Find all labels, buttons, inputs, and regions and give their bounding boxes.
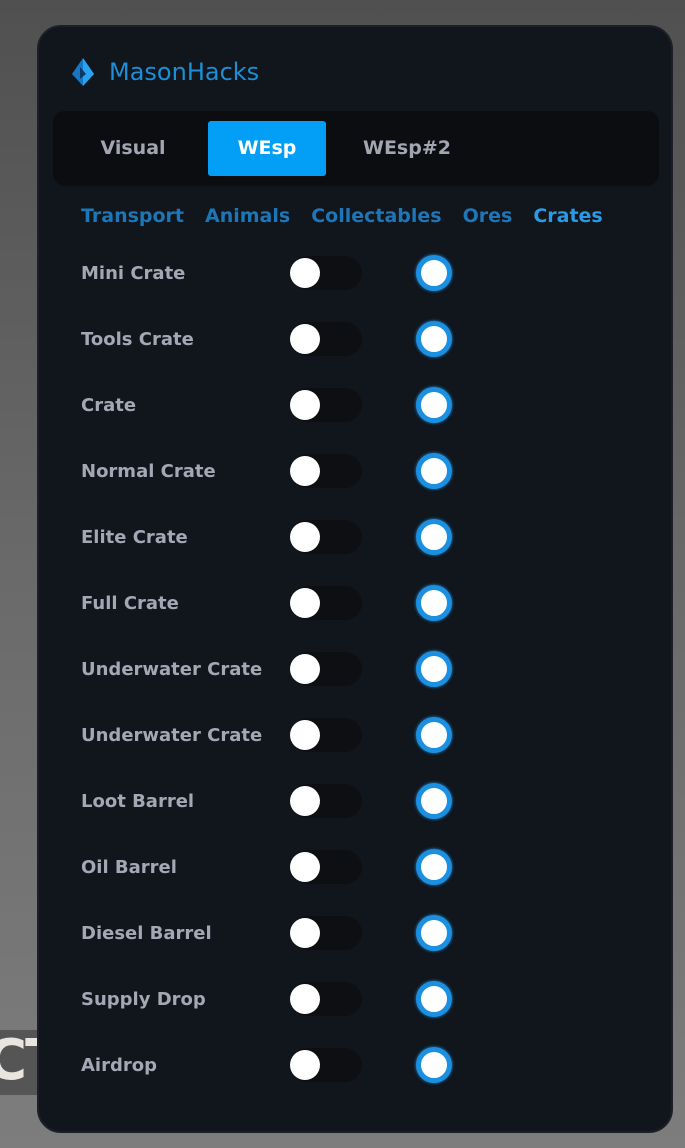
color-radio[interactable] (416, 321, 452, 357)
toggle-knob (290, 456, 320, 486)
item-label: Elite Crate (81, 527, 188, 548)
toggle-knob (290, 588, 320, 618)
color-radio[interactable] (416, 387, 452, 423)
enable-toggle[interactable] (290, 850, 362, 884)
toggle-knob (290, 258, 320, 288)
list-item: Elite Crate (39, 519, 671, 593)
enable-toggle[interactable] (290, 718, 362, 752)
toggle-knob (290, 852, 320, 882)
item-label: Tools Crate (81, 329, 194, 350)
item-label: Supply Drop (81, 989, 206, 1010)
list-item: Diesel Barrel (39, 915, 671, 989)
item-label: Crate (81, 395, 137, 416)
color-radio[interactable] (416, 981, 452, 1017)
item-label: Oil Barrel (81, 857, 177, 878)
enable-toggle[interactable] (290, 784, 362, 818)
color-radio[interactable] (416, 651, 452, 687)
subtab-transport[interactable]: Transport (81, 205, 185, 227)
item-label: Diesel Barrel (81, 923, 212, 944)
app-header: MasonHacks (69, 57, 259, 87)
enable-toggle[interactable] (290, 916, 362, 950)
item-label: Full Crate (81, 593, 179, 614)
color-radio[interactable] (416, 717, 452, 753)
list-item: Full Crate (39, 585, 671, 659)
color-radio[interactable] (416, 783, 452, 819)
toggle-knob (290, 984, 320, 1014)
enable-toggle[interactable] (290, 520, 362, 554)
toggle-knob (290, 324, 320, 354)
tab-wesp-2[interactable]: WEsp#2 (363, 137, 451, 159)
enable-toggle[interactable] (290, 652, 362, 686)
menu-panel: MasonHacks Visual WEsp WEsp#2 Transport … (37, 25, 673, 1133)
color-radio[interactable] (416, 585, 452, 621)
enable-toggle[interactable] (290, 388, 362, 422)
color-radio[interactable] (416, 915, 452, 951)
list-item: Tools Crate (39, 321, 671, 395)
item-label: Airdrop (81, 1055, 157, 1076)
item-label: Underwater Crate (81, 659, 263, 680)
tab-bar: Visual WEsp WEsp#2 (53, 111, 659, 186)
toggle-knob (290, 786, 320, 816)
tab-wesp[interactable]: WEsp (208, 121, 326, 176)
list-item: Oil Barrel (39, 849, 671, 923)
list-item: Underwater Crate (39, 651, 671, 725)
item-label: Mini Crate (81, 263, 186, 284)
list-item: Airdrop (39, 1047, 671, 1121)
color-radio[interactable] (416, 255, 452, 291)
item-label: Normal Crate (81, 461, 216, 482)
subtab-bar: Transport Animals Collectables Ores Crat… (81, 205, 603, 227)
tab-visual[interactable]: Visual (100, 137, 166, 159)
enable-toggle[interactable] (290, 256, 362, 290)
enable-toggle[interactable] (290, 1048, 362, 1082)
list-item: Normal Crate (39, 453, 671, 527)
toggle-knob (290, 918, 320, 948)
toggle-knob (290, 522, 320, 552)
enable-toggle[interactable] (290, 982, 362, 1016)
subtab-crates[interactable]: Crates (533, 205, 603, 227)
item-label: Loot Barrel (81, 791, 195, 812)
app-title: MasonHacks (109, 58, 260, 86)
subtab-ores[interactable]: Ores (462, 205, 513, 227)
item-label: Underwater Crate (81, 725, 263, 746)
list-item: Underwater Crate (39, 717, 671, 791)
list-item: Loot Barrel (39, 783, 671, 857)
list-item: Supply Drop (39, 981, 671, 1055)
list-item: Mini Crate (39, 255, 671, 329)
enable-toggle[interactable] (290, 586, 362, 620)
color-radio[interactable] (416, 453, 452, 489)
list-item: Crate (39, 387, 671, 461)
color-radio[interactable] (416, 1047, 452, 1083)
toggle-knob (290, 1050, 320, 1080)
toggle-knob (290, 720, 320, 750)
enable-toggle[interactable] (290, 322, 362, 356)
subtab-animals[interactable]: Animals (205, 205, 291, 227)
toggle-knob (290, 654, 320, 684)
color-radio[interactable] (416, 519, 452, 555)
logo-icon (72, 58, 94, 86)
enable-toggle[interactable] (290, 454, 362, 488)
toggle-knob (290, 390, 320, 420)
subtab-collectables[interactable]: Collectables (311, 205, 442, 227)
color-radio[interactable] (416, 849, 452, 885)
